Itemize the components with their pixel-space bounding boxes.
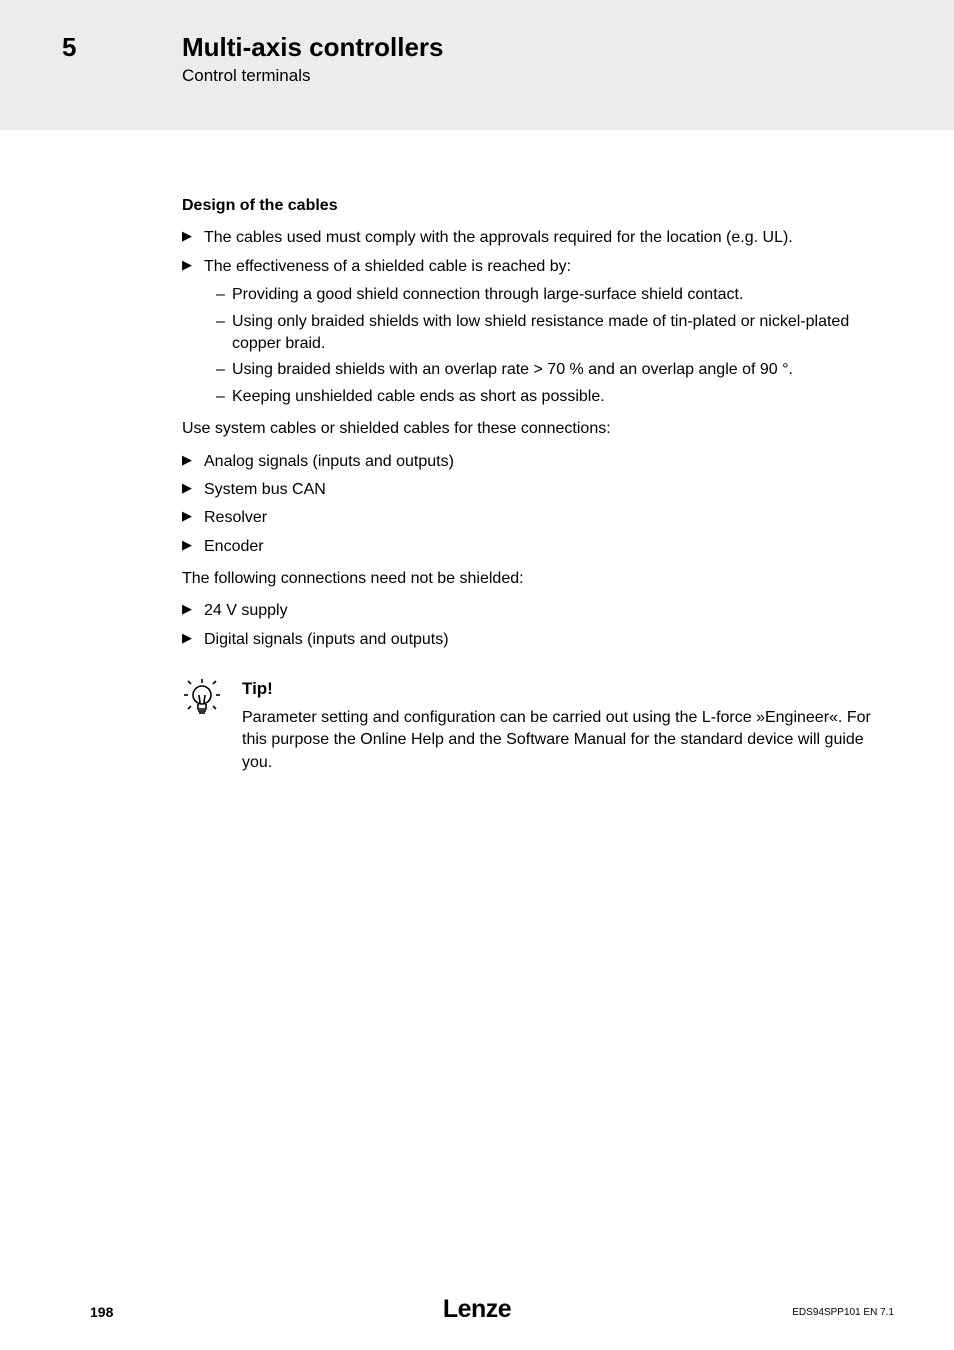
tip-body: Tip! Parameter setting and configuration… [242, 677, 872, 774]
bullet-text: The cables used must comply with the app… [204, 227, 872, 249]
bullet-item: ▶ Digital signals (inputs and outputs) [182, 629, 872, 651]
triangle-icon: ▶ [182, 507, 204, 529]
dash-icon: – [216, 311, 232, 356]
brand-logo: Lenze [443, 1295, 511, 1324]
design-heading: Design of the cables [182, 195, 872, 217]
lightbulb-icon [182, 677, 222, 721]
chapter-subtitle: Control terminals [182, 66, 311, 86]
tip-block: Tip! Parameter setting and configuration… [182, 677, 872, 774]
tip-text: Parameter setting and configuration can … [242, 707, 872, 774]
bullet-item: ▶ 24 V supply [182, 600, 872, 622]
bullet-text: Digital signals (inputs and outputs) [204, 629, 872, 651]
bullet-text: Encoder [204, 536, 872, 558]
doc-id: EDS94SPP101 EN 7.1 [792, 1307, 894, 1318]
bullet-text: System bus CAN [204, 479, 872, 501]
subbullet-text: Using braided shields with an overlap ra… [232, 359, 872, 381]
dash-icon: – [216, 359, 232, 381]
bullet-item: ▶ The cables used must comply with the a… [182, 227, 872, 249]
subbullet-text: Providing a good shield connection throu… [232, 284, 872, 306]
triangle-icon: ▶ [182, 536, 204, 558]
triangle-icon: ▶ [182, 451, 204, 473]
tip-icon-col [182, 677, 242, 774]
dash-icon: – [216, 284, 232, 306]
bullet-text: The effectiveness of a shielded cable is… [204, 256, 872, 278]
unshielded-intro: The following connections need not be sh… [182, 568, 872, 590]
subbullet-text: Using only braided shields with low shie… [232, 311, 872, 356]
triangle-icon: ▶ [182, 227, 204, 249]
bullet-item: ▶ Analog signals (inputs and outputs) [182, 451, 872, 473]
subbullet-item: – Keeping unshielded cable ends as short… [216, 386, 872, 408]
subbullet-item: – Using braided shields with an overlap … [216, 359, 872, 381]
header-bar: 5 Multi-axis controllers Control termina… [0, 0, 954, 130]
subbullet-item: – Using only braided shields with low sh… [216, 311, 872, 356]
footer: 198 Lenze EDS94SPP101 EN 7.1 [0, 1290, 954, 1320]
subbullet-item: – Providing a good shield connection thr… [216, 284, 872, 306]
triangle-icon: ▶ [182, 256, 204, 278]
chapter-number: 5 [62, 32, 76, 63]
bullet-item: ▶ The effectiveness of a shielded cable … [182, 256, 872, 278]
bullet-item: ▶ System bus CAN [182, 479, 872, 501]
bullet-text: 24 V supply [204, 600, 872, 622]
subbullet-text: Keeping unshielded cable ends as short a… [232, 386, 872, 408]
shielded-intro: Use system cables or shielded cables for… [182, 418, 872, 440]
triangle-icon: ▶ [182, 479, 204, 501]
bullet-text: Resolver [204, 507, 872, 529]
triangle-icon: ▶ [182, 600, 204, 622]
tip-heading: Tip! [242, 677, 872, 701]
main-content: Design of the cables ▶ The cables used m… [182, 195, 872, 774]
chapter-title: Multi-axis controllers [182, 32, 444, 63]
bullet-item: ▶ Encoder [182, 536, 872, 558]
triangle-icon: ▶ [182, 629, 204, 651]
bullet-text: Analog signals (inputs and outputs) [204, 451, 872, 473]
dash-icon: – [216, 386, 232, 408]
bullet-item: ▶ Resolver [182, 507, 872, 529]
page-number: 198 [90, 1304, 113, 1320]
